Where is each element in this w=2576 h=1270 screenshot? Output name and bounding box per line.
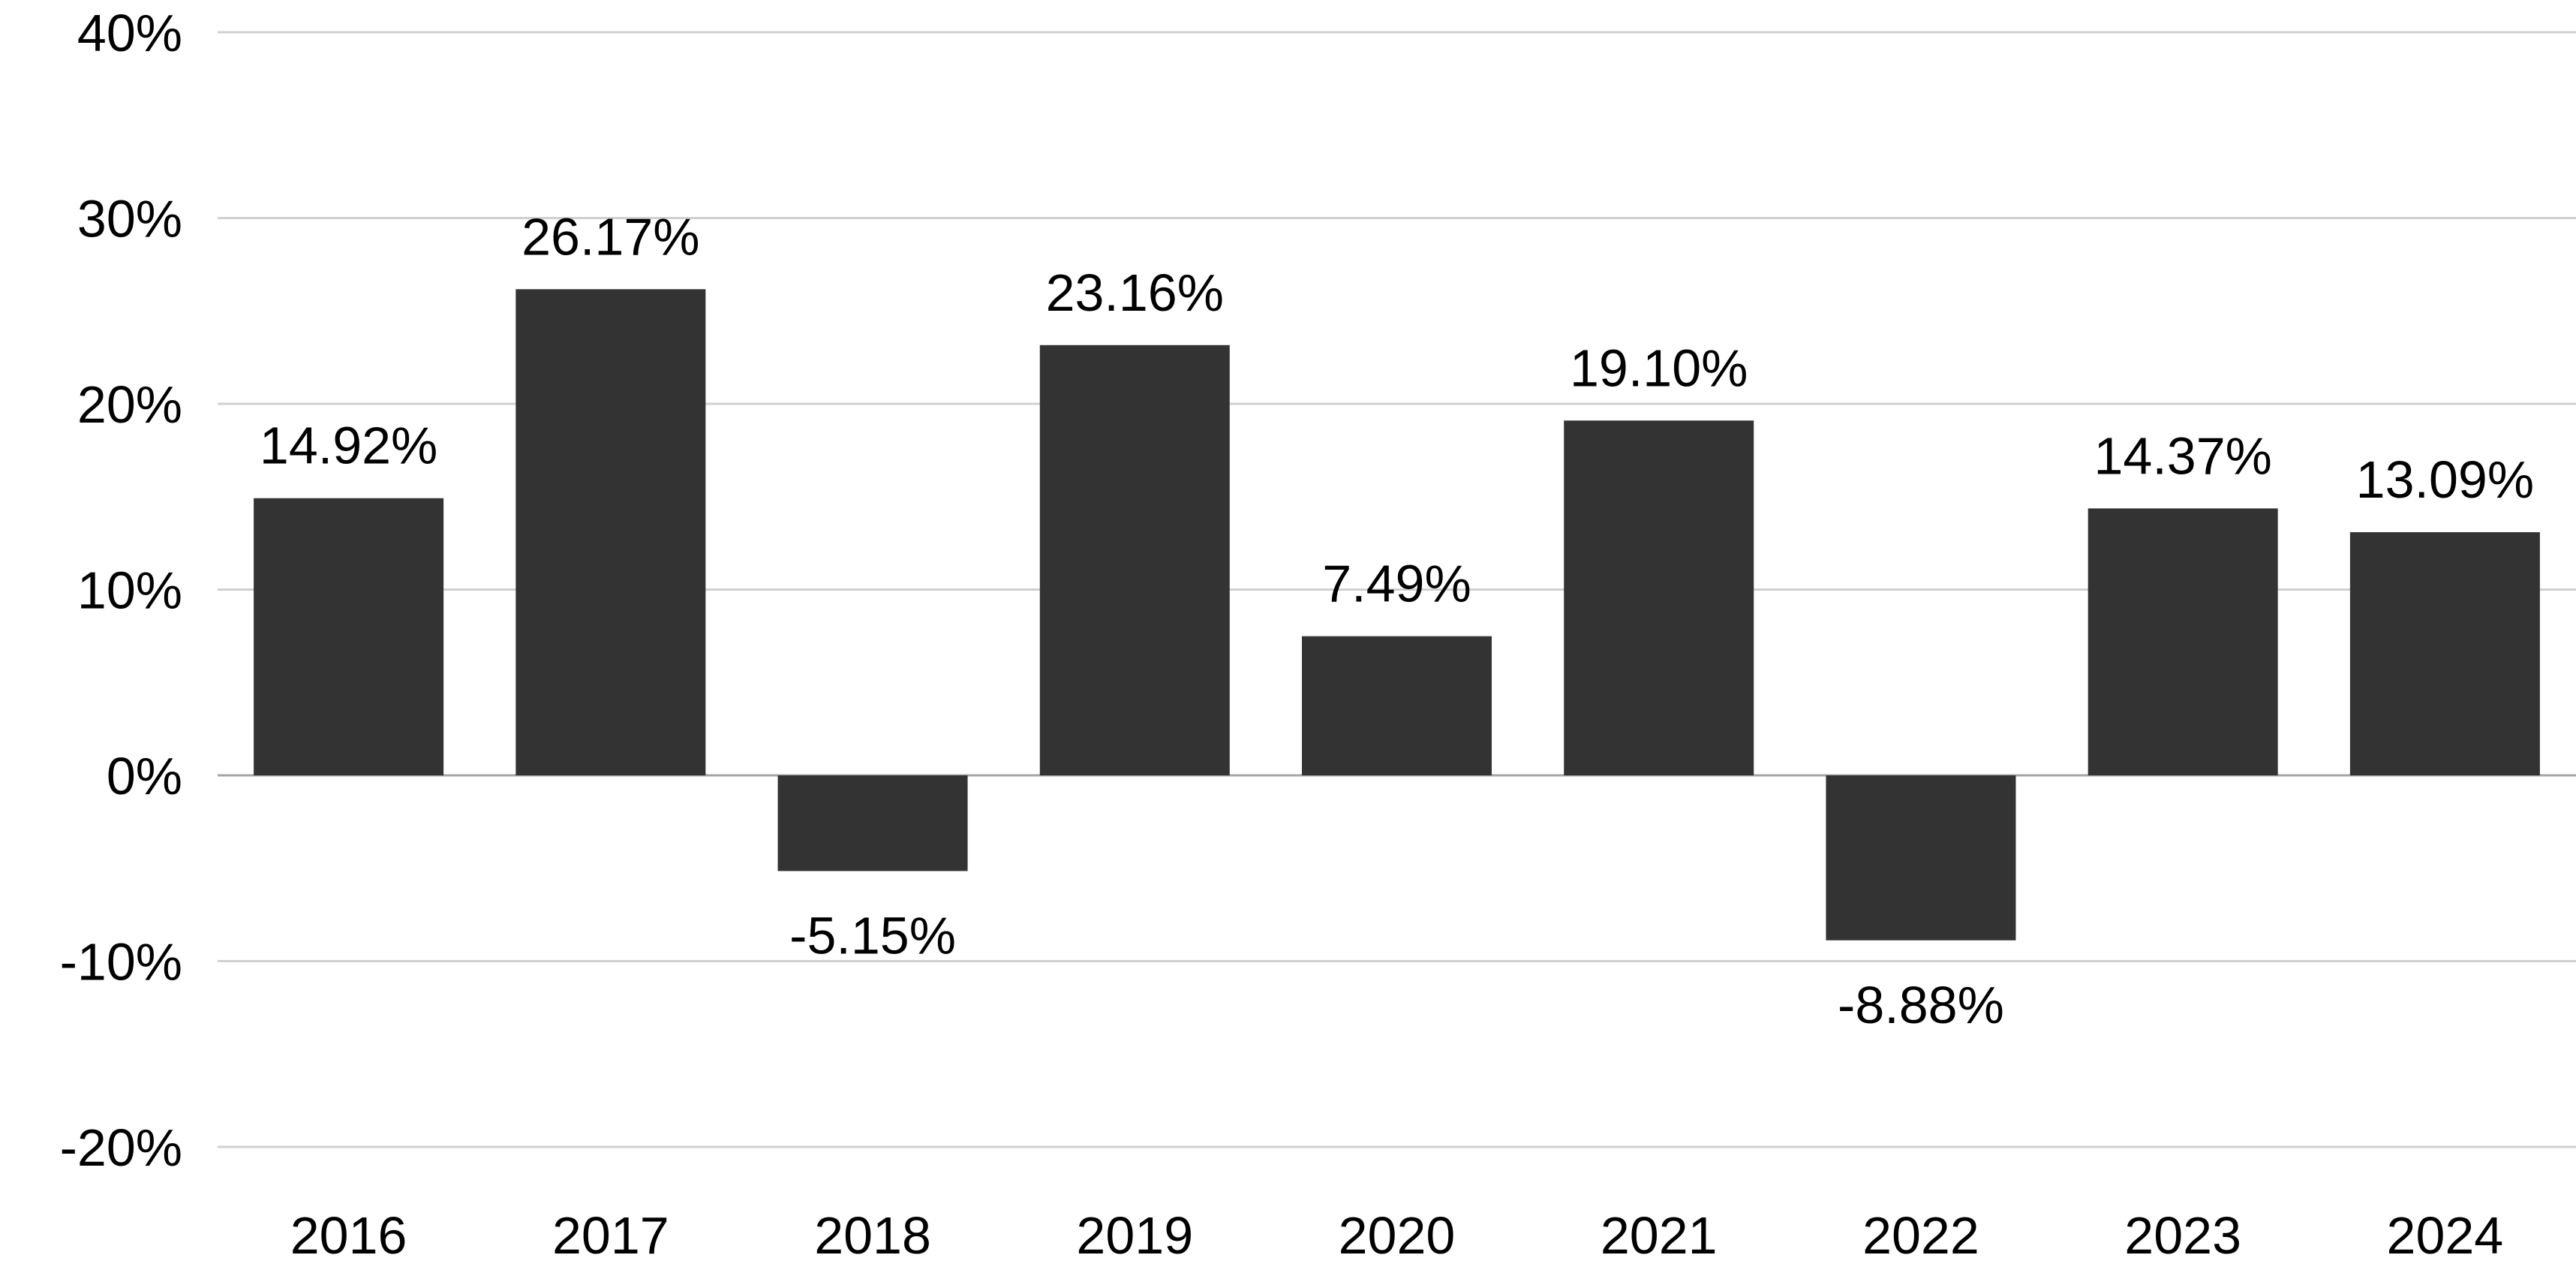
bar-2016	[254, 498, 444, 775]
bars	[254, 289, 2540, 940]
bar-2019	[1039, 345, 1230, 775]
y-tick-label: -20%	[60, 1118, 182, 1177]
bar-2017	[516, 289, 706, 776]
data-label: 26.17%	[522, 207, 699, 266]
y-tick-label: 40%	[77, 4, 182, 62]
y-axis-tick-labels: 40% 30% 20% 10% 0% -10% -20%	[60, 4, 182, 1177]
y-tick-label: 20%	[77, 375, 182, 434]
bar-2023	[2088, 508, 2278, 775]
y-tick-label: -10%	[60, 933, 182, 992]
data-labels: 14.92% 26.17% -5.15% 23.16% 7.49% 19.10% -8.88…	[260, 207, 2534, 1034]
x-category-label: 2016	[290, 1206, 407, 1265]
data-label: 19.10%	[1570, 339, 1748, 397]
y-tick-label: 10%	[77, 561, 182, 620]
bar-2024	[2349, 532, 2540, 775]
x-category-label: 2018	[814, 1206, 931, 1265]
x-category-label: 2023	[2124, 1206, 2241, 1265]
data-label: -8.88%	[1838, 976, 2004, 1034]
bar-2022	[1826, 775, 2016, 940]
x-category-label: 2021	[1601, 1206, 1718, 1265]
bar-2021	[1564, 420, 1754, 775]
x-category-label: 2020	[1339, 1206, 1456, 1265]
x-category-label: 2022	[1862, 1206, 1979, 1265]
x-axis-category-labels: 2016 2017 2018 2019 2020 2021 2022 2023 2024	[290, 1206, 2504, 1265]
data-label: -5.15%	[789, 906, 956, 965]
data-label: 7.49%	[1322, 555, 1471, 613]
x-category-label: 2017	[552, 1206, 669, 1265]
data-label: 13.09%	[2356, 450, 2534, 509]
data-label: 14.37%	[2094, 426, 2271, 485]
x-category-label: 2019	[1076, 1206, 1193, 1265]
x-category-label: 2024	[2387, 1206, 2504, 1265]
data-label: 23.16%	[1046, 263, 1224, 322]
data-label: 14.92%	[260, 417, 437, 475]
bar-2018	[777, 775, 968, 871]
y-tick-label: 30%	[77, 190, 182, 248]
bar-2020	[1302, 636, 1492, 775]
y-tick-label: 0%	[107, 747, 182, 805]
